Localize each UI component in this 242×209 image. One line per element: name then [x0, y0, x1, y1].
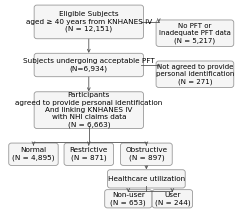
- FancyBboxPatch shape: [105, 190, 152, 208]
- Text: Non-user
(N = 653): Non-user (N = 653): [111, 192, 146, 206]
- Text: Subjects undergoing acceptable PFT
(N=6,934): Subjects undergoing acceptable PFT (N=6,…: [23, 58, 155, 72]
- Text: User
(N = 244): User (N = 244): [155, 192, 190, 206]
- FancyBboxPatch shape: [152, 190, 193, 208]
- Text: Healthcare utilization: Healthcare utilization: [108, 176, 185, 182]
- Text: Restrictive
(N = 871): Restrictive (N = 871): [70, 147, 108, 161]
- FancyBboxPatch shape: [34, 92, 144, 129]
- FancyBboxPatch shape: [156, 20, 234, 46]
- FancyBboxPatch shape: [107, 170, 185, 188]
- FancyBboxPatch shape: [9, 143, 58, 166]
- FancyBboxPatch shape: [64, 143, 113, 166]
- FancyBboxPatch shape: [34, 5, 144, 39]
- Text: Eligible Subjects
aged ≥ 40 years from KNHANES IV
(N = 12,151): Eligible Subjects aged ≥ 40 years from K…: [26, 11, 152, 32]
- FancyBboxPatch shape: [34, 53, 144, 77]
- FancyBboxPatch shape: [121, 143, 172, 166]
- Text: Normal
(N = 4,895): Normal (N = 4,895): [12, 147, 55, 161]
- Text: Participants
agreed to provide personal identification
And linking KNHANES IV
wi: Participants agreed to provide personal …: [15, 92, 162, 128]
- Text: Not agreed to provide
personal identification
(N = 271): Not agreed to provide personal identific…: [156, 64, 234, 85]
- Text: Obstructive
(N = 897): Obstructive (N = 897): [125, 147, 167, 161]
- FancyBboxPatch shape: [156, 61, 234, 87]
- Text: No PFT or
Inadequate PFT data
(N = 5,217): No PFT or Inadequate PFT data (N = 5,217…: [159, 23, 231, 44]
